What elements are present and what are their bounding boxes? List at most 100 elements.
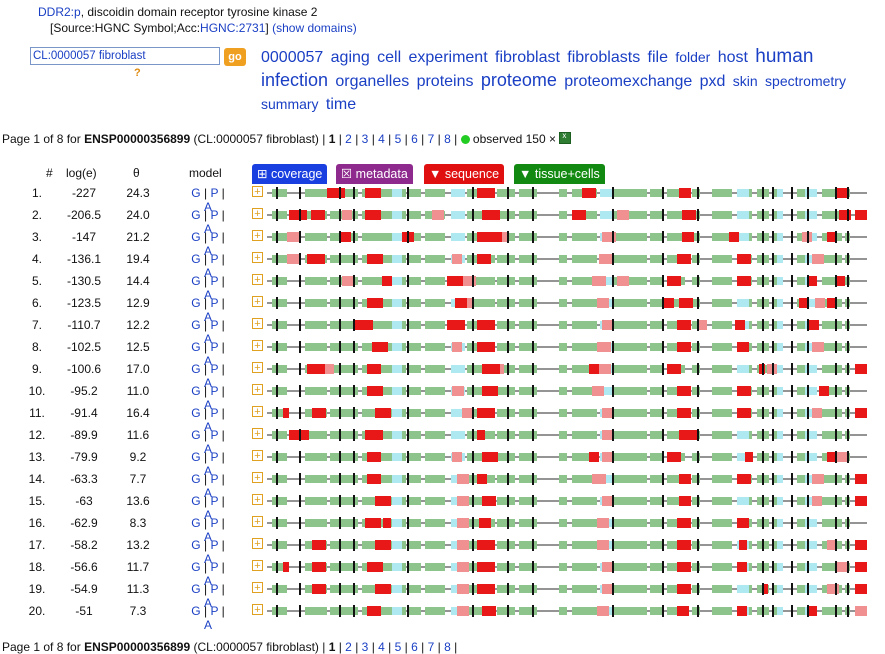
model-link-a[interactable]: A bbox=[203, 310, 212, 324]
pager-page-link[interactable]: 7 bbox=[427, 640, 435, 654]
tag-cloud-word[interactable]: fibroblasts bbox=[567, 49, 641, 66]
expand-plus-icon[interactable]: + bbox=[252, 472, 263, 484]
coverage-track[interactable] bbox=[267, 226, 867, 248]
tag-cloud-word[interactable]: experiment bbox=[408, 49, 488, 66]
model-link-g[interactable]: G bbox=[191, 494, 201, 508]
coverage-track[interactable] bbox=[267, 314, 867, 336]
search-input[interactable] bbox=[30, 47, 220, 65]
show-domains-link[interactable]: (show domains) bbox=[272, 21, 357, 35]
coverage-track[interactable] bbox=[267, 248, 867, 270]
coverage-track[interactable] bbox=[267, 424, 867, 446]
model-link-g[interactable]: G bbox=[191, 252, 201, 266]
model-link-p[interactable]: P bbox=[210, 296, 219, 310]
coverage-track[interactable] bbox=[267, 600, 867, 622]
go-button[interactable]: go bbox=[224, 48, 246, 66]
tab-metadata[interactable]: ☒ metadata bbox=[336, 164, 413, 184]
coverage-track[interactable] bbox=[267, 512, 867, 534]
model-link-a[interactable]: A bbox=[203, 332, 212, 346]
model-link-p[interactable]: P bbox=[210, 208, 219, 222]
tab-tissue-cells[interactable]: ▼ tissue+cells bbox=[514, 164, 605, 184]
tag-cloud-word[interactable]: summary bbox=[261, 96, 319, 112]
expand-plus-icon[interactable]: + bbox=[252, 450, 263, 462]
pager-page-link[interactable]: 8 bbox=[444, 640, 451, 654]
tag-cloud-word[interactable]: host bbox=[717, 49, 748, 66]
expand-plus-icon[interactable]: + bbox=[252, 516, 263, 528]
model-link-a[interactable]: A bbox=[203, 552, 212, 566]
tag-cloud-word[interactable]: skin bbox=[732, 73, 758, 89]
tag-cloud-word[interactable]: organelles bbox=[335, 73, 410, 90]
expand-plus-icon[interactable]: + bbox=[252, 494, 263, 506]
model-link-p[interactable]: P bbox=[210, 230, 219, 244]
pager-page-link[interactable]: 5 bbox=[394, 640, 402, 654]
expand-plus-icon[interactable]: + bbox=[252, 560, 263, 572]
model-link-a[interactable]: A bbox=[203, 486, 212, 500]
model-link-a[interactable]: A bbox=[203, 596, 212, 610]
coverage-track[interactable] bbox=[267, 380, 867, 402]
help-link[interactable]: ? bbox=[134, 67, 141, 79]
model-link-g[interactable]: G bbox=[191, 516, 201, 530]
expand-plus-icon[interactable]: + bbox=[252, 582, 263, 594]
expand-plus-icon[interactable]: + bbox=[252, 406, 263, 418]
model-link-p[interactable]: P bbox=[210, 494, 219, 508]
model-link-p[interactable]: P bbox=[210, 384, 219, 398]
model-link-p[interactable]: P bbox=[210, 604, 219, 618]
model-link-g[interactable]: G bbox=[191, 428, 201, 442]
tag-cloud-word[interactable]: aging bbox=[330, 49, 370, 66]
coverage-track[interactable] bbox=[267, 204, 867, 226]
model-link-g[interactable]: G bbox=[191, 230, 201, 244]
tag-cloud-word[interactable]: spectrometry bbox=[765, 73, 846, 89]
model-link-a[interactable]: A bbox=[203, 420, 212, 434]
model-link-p[interactable]: P bbox=[210, 428, 219, 442]
model-link-g[interactable]: G bbox=[191, 208, 201, 222]
model-link-g[interactable]: G bbox=[191, 362, 201, 376]
model-link-g[interactable]: G bbox=[191, 472, 201, 486]
model-link-p[interactable]: P bbox=[210, 472, 219, 486]
model-link-a[interactable]: A bbox=[203, 508, 212, 522]
model-link-p[interactable]: P bbox=[210, 406, 219, 420]
pager-page-link[interactable]: 2 bbox=[345, 640, 352, 654]
model-link-a[interactable]: A bbox=[203, 288, 212, 302]
pager-page-link[interactable]: 4 bbox=[378, 640, 385, 654]
model-link-a[interactable]: A bbox=[203, 398, 212, 412]
coverage-track[interactable] bbox=[267, 182, 867, 204]
coverage-track[interactable] bbox=[267, 556, 867, 578]
expand-plus-icon[interactable]: + bbox=[252, 428, 263, 440]
expand-plus-icon[interactable]: + bbox=[252, 230, 263, 242]
model-link-p[interactable]: P bbox=[210, 318, 219, 332]
expand-plus-icon[interactable]: + bbox=[252, 538, 263, 550]
model-link-p[interactable]: P bbox=[210, 252, 219, 266]
model-link-g[interactable]: G bbox=[191, 296, 201, 310]
model-link-g[interactable]: G bbox=[191, 186, 201, 200]
model-link-p[interactable]: P bbox=[210, 274, 219, 288]
model-link-a[interactable]: A bbox=[203, 354, 212, 368]
spreadsheet-icon[interactable] bbox=[559, 131, 572, 144]
pager-page-link[interactable]: 3 bbox=[361, 640, 369, 654]
coverage-track[interactable] bbox=[267, 358, 867, 380]
tag-cloud-word[interactable]: proteome bbox=[480, 70, 557, 90]
pager-page-link[interactable]: 4 bbox=[378, 132, 385, 146]
tag-cloud-word[interactable]: pxd bbox=[699, 73, 726, 90]
tab-coverage[interactable]: ⊞ coverage bbox=[252, 164, 328, 184]
tag-cloud-word[interactable]: proteins bbox=[416, 73, 474, 90]
tag-cloud-word[interactable]: infection bbox=[261, 70, 329, 90]
tag-cloud-word[interactable]: time bbox=[325, 96, 357, 113]
model-link-a[interactable]: A bbox=[203, 222, 212, 236]
expand-plus-icon[interactable]: + bbox=[252, 362, 263, 374]
model-link-g[interactable]: G bbox=[191, 450, 201, 464]
coverage-track[interactable] bbox=[267, 578, 867, 600]
model-link-g[interactable]: G bbox=[191, 318, 201, 332]
model-link-a[interactable]: A bbox=[203, 200, 212, 214]
coverage-track[interactable] bbox=[267, 490, 867, 512]
model-link-g[interactable]: G bbox=[191, 582, 201, 596]
pager-page-link[interactable]: 6 bbox=[411, 132, 418, 146]
coverage-track[interactable] bbox=[267, 292, 867, 314]
coverage-track[interactable] bbox=[267, 270, 867, 292]
model-link-g[interactable]: G bbox=[191, 538, 201, 552]
model-link-p[interactable]: P bbox=[210, 340, 219, 354]
model-link-p[interactable]: P bbox=[210, 450, 219, 464]
coverage-track[interactable] bbox=[267, 336, 867, 358]
tag-cloud-word[interactable]: fibroblast bbox=[495, 49, 560, 66]
tag-cloud-word[interactable]: human bbox=[755, 46, 814, 67]
model-link-p[interactable]: P bbox=[210, 538, 219, 552]
model-link-g[interactable]: G bbox=[191, 384, 201, 398]
